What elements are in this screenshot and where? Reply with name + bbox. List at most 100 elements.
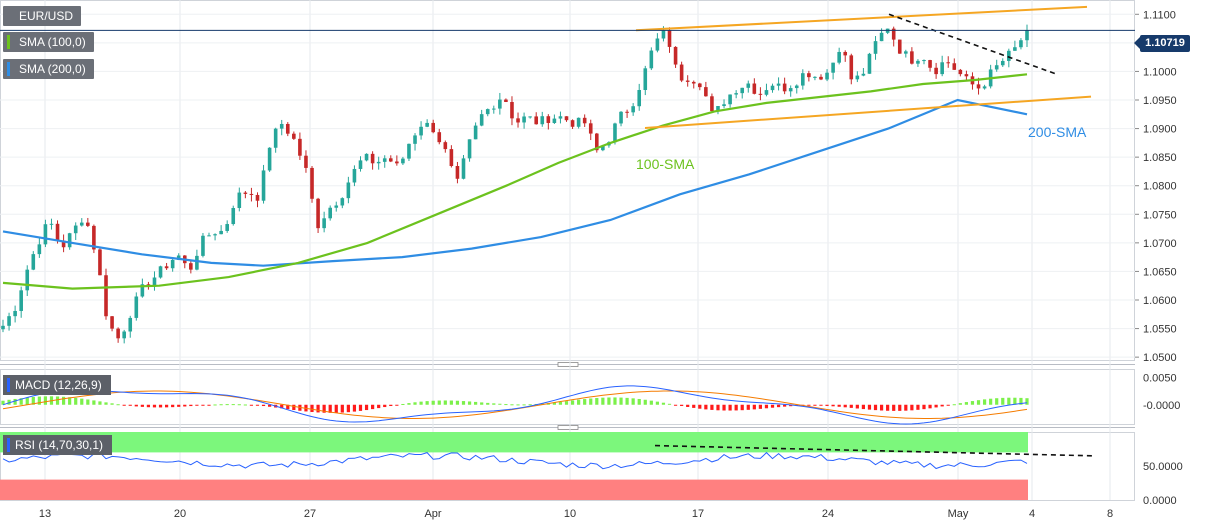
macd-hist-bar bbox=[758, 404, 762, 409]
macd-hist-bar bbox=[425, 401, 429, 405]
candle-body bbox=[104, 275, 108, 317]
candle-body bbox=[504, 99, 508, 103]
macd-hist-bar bbox=[673, 404, 678, 406]
sma100-swatch-icon bbox=[7, 35, 10, 49]
legend-sma100[interactable]: SMA (100,0) bbox=[3, 32, 94, 52]
macd-hist-bar bbox=[461, 401, 466, 405]
y-tick-label: 1.0500 bbox=[1143, 352, 1177, 364]
candle-body bbox=[67, 233, 72, 248]
macd-hist-bar bbox=[643, 399, 647, 405]
candle-body bbox=[552, 118, 557, 123]
legend-symbol-text: EUR/USD bbox=[19, 9, 74, 23]
candle-body bbox=[728, 94, 732, 105]
candle-body bbox=[679, 64, 684, 81]
macd-hist-bar bbox=[825, 404, 829, 406]
candle-body bbox=[334, 205, 339, 208]
candle-body bbox=[685, 80, 690, 82]
candle-body bbox=[86, 222, 90, 226]
y-tick-label: 1.0800 bbox=[1143, 181, 1177, 193]
candle-body bbox=[213, 234, 217, 236]
macd-hist-bar bbox=[516, 404, 520, 406]
macd-hist-bar bbox=[528, 404, 532, 406]
sma200-line bbox=[2, 98, 1028, 267]
candle-body bbox=[292, 133, 296, 139]
macd-hist-bar bbox=[37, 396, 41, 405]
candle-body bbox=[704, 87, 708, 97]
macd-hist-bar bbox=[686, 404, 690, 407]
candle-body bbox=[479, 114, 484, 126]
macd-hist-bar bbox=[746, 404, 750, 410]
macd-hist-bar bbox=[7, 399, 11, 405]
macd-hist-bar bbox=[92, 400, 96, 405]
macd-hist-bar bbox=[813, 404, 817, 406]
candle-body bbox=[698, 83, 702, 88]
candle-body bbox=[855, 75, 860, 80]
legend-sma200[interactable]: SMA (200,0) bbox=[3, 59, 94, 79]
macd-hist-bar bbox=[449, 400, 453, 405]
candle-body bbox=[207, 235, 211, 237]
macd-hist-bar bbox=[334, 404, 338, 413]
candle-body bbox=[1000, 60, 1005, 66]
legend-macd[interactable]: MACD (12,26,9) bbox=[3, 375, 111, 395]
macd-hist-bar bbox=[910, 404, 914, 411]
y-tick-label: 1.0750 bbox=[1143, 209, 1177, 221]
candle-body bbox=[570, 120, 575, 127]
candle-body bbox=[1025, 30, 1029, 41]
macd-hist-bar bbox=[583, 399, 587, 405]
candle-body bbox=[219, 230, 223, 235]
candle-body bbox=[782, 83, 787, 92]
macd-hist-bar bbox=[855, 404, 859, 409]
macd-hist-bar bbox=[492, 403, 496, 405]
macd-hist-bar bbox=[1, 400, 5, 405]
candle-body bbox=[904, 51, 908, 54]
x-tick-label: 8 bbox=[1107, 508, 1113, 520]
macd-hist-bar bbox=[171, 404, 175, 408]
macd-hist-bar bbox=[510, 404, 514, 406]
macd-hist-bar bbox=[861, 404, 866, 410]
macd-hist-bar bbox=[522, 404, 526, 406]
x-tick-label: Apr bbox=[424, 508, 441, 520]
macd-hist-bar bbox=[764, 404, 769, 409]
candle-body bbox=[770, 85, 775, 91]
candle-body bbox=[443, 142, 448, 150]
macd-hist-bar bbox=[395, 404, 399, 406]
candle-body bbox=[594, 133, 599, 151]
candle-body bbox=[195, 255, 199, 270]
macd-hist-bar bbox=[292, 404, 296, 411]
macd-hist-bar bbox=[116, 404, 120, 406]
macd-hist-bar bbox=[110, 403, 114, 405]
macd-hist-bar bbox=[716, 404, 720, 411]
macd-hist-bar bbox=[371, 404, 375, 410]
macd-hist-bar bbox=[783, 404, 787, 407]
candle-body bbox=[201, 235, 205, 256]
macd-hist-bar bbox=[722, 404, 726, 411]
candle-body bbox=[237, 192, 242, 209]
candle-body bbox=[540, 116, 545, 125]
legend-rsi[interactable]: RSI (14,70,30,1) bbox=[3, 435, 113, 455]
macd-hist-bar bbox=[613, 397, 617, 405]
candle-body bbox=[401, 158, 405, 164]
candle-body bbox=[73, 225, 78, 234]
macd-hist-bar bbox=[752, 404, 756, 410]
panel-frame-0 bbox=[0, 0, 1135, 361]
candle-body bbox=[861, 73, 866, 76]
macd-hist-bar bbox=[1007, 397, 1011, 405]
legend-symbol[interactable]: EUR/USD bbox=[3, 6, 82, 26]
macd-hist-bar bbox=[680, 404, 684, 406]
candle-body bbox=[982, 86, 987, 89]
macd-hist-bar bbox=[286, 404, 290, 410]
y-tick-label: 1.1000 bbox=[1143, 66, 1177, 78]
candle-body bbox=[122, 331, 126, 339]
candle-body bbox=[819, 76, 823, 80]
candle-body bbox=[498, 99, 502, 109]
x-tick-label: 17 bbox=[692, 508, 704, 520]
candle-body bbox=[328, 207, 332, 219]
candle-body bbox=[813, 76, 817, 78]
lower-trendline bbox=[644, 95, 1092, 129]
y-tick-label: 1.0950 bbox=[1143, 95, 1177, 107]
macd-hist-bar bbox=[219, 404, 223, 406]
macd-hist-bar bbox=[904, 404, 908, 411]
candle-body bbox=[285, 123, 290, 134]
macd-hist-bar bbox=[625, 397, 629, 405]
macd-hist-bar bbox=[964, 402, 969, 405]
